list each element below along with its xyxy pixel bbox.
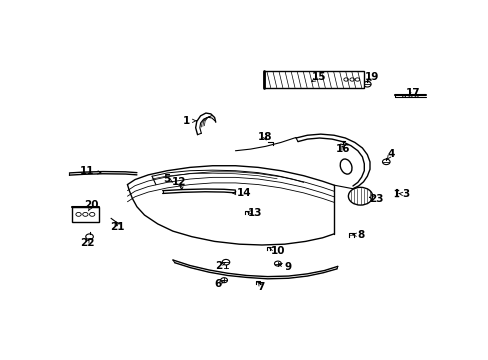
Text: 20: 20 — [84, 201, 99, 210]
Text: 10: 10 — [270, 246, 285, 256]
Text: 17: 17 — [406, 88, 420, 98]
Text: 23: 23 — [368, 194, 383, 204]
Text: 6: 6 — [214, 279, 222, 289]
Text: 5: 5 — [163, 174, 170, 184]
Text: 11: 11 — [80, 166, 94, 176]
Text: 8: 8 — [356, 230, 364, 240]
Text: 15: 15 — [311, 72, 325, 82]
Ellipse shape — [340, 159, 351, 174]
Text: 4: 4 — [386, 149, 394, 159]
Text: 16: 16 — [336, 144, 350, 154]
Bar — [72, 207, 99, 222]
Text: 22: 22 — [80, 238, 94, 248]
Text: 12: 12 — [171, 177, 185, 187]
Text: 18: 18 — [257, 132, 272, 142]
Text: 21: 21 — [110, 222, 124, 232]
Text: 3: 3 — [402, 189, 409, 199]
Text: 14: 14 — [236, 188, 251, 198]
Text: 13: 13 — [247, 208, 262, 218]
Bar — [264, 72, 364, 87]
Text: 9: 9 — [285, 262, 291, 272]
Text: 1: 1 — [182, 116, 189, 126]
Text: 7: 7 — [257, 282, 264, 292]
Text: 2: 2 — [214, 261, 222, 270]
Text: 19: 19 — [364, 72, 378, 82]
